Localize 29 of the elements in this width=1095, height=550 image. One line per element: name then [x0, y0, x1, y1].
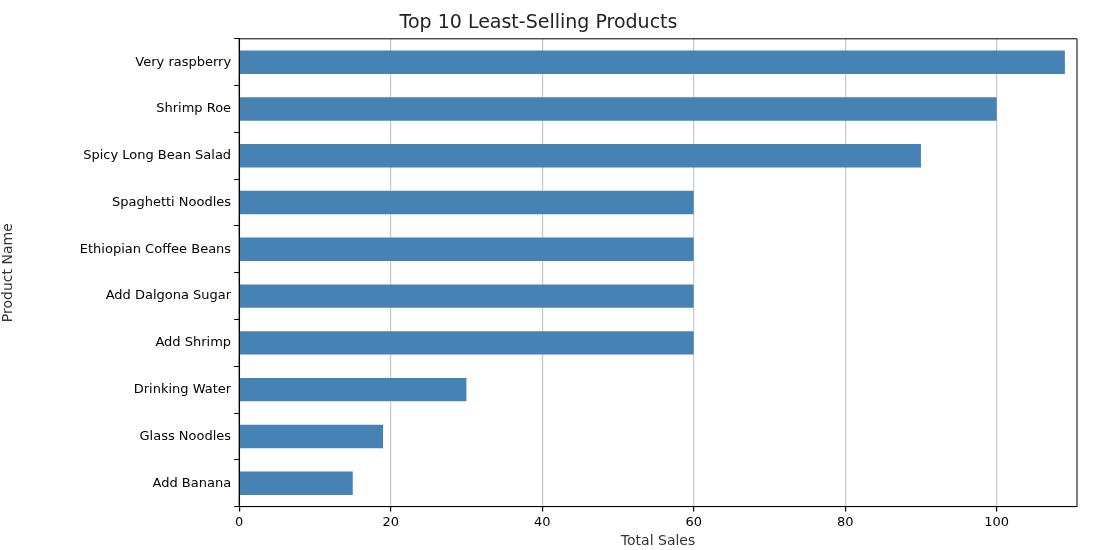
- bar: [239, 377, 467, 402]
- bar: [239, 331, 694, 355]
- bar: [239, 284, 694, 308]
- bar: [239, 471, 353, 495]
- x-tick-label: 60: [685, 513, 702, 529]
- y-tick-label: Shrimp Roe: [156, 100, 232, 116]
- y-tick-label: Glass Noodles: [139, 427, 232, 443]
- y-tick-label: Add Banana: [152, 474, 232, 490]
- y-tick-label: Ethiopian Coffee Beans: [79, 240, 232, 256]
- x-tick-label: 0: [234, 513, 244, 529]
- y-tick-label: Very raspberry: [135, 53, 232, 69]
- bar: [239, 190, 694, 215]
- y-tick-label: Add Dalgona Sugar: [105, 287, 232, 303]
- bar: [239, 144, 921, 168]
- chart-title: Top 10 Least-Selling Products: [398, 10, 678, 33]
- bar: [239, 97, 997, 121]
- y-tick-label: Spaghetti Noodles: [111, 193, 232, 209]
- x-tick-label: 100: [984, 513, 1010, 529]
- y-axis-title: Product Name: [0, 223, 16, 323]
- y-tick-label: Spicy Long Bean Salad: [83, 147, 232, 163]
- y-tick-label: Drinking Water: [133, 381, 232, 397]
- x-tick-label: 80: [836, 513, 854, 529]
- x-tick-label: 40: [533, 513, 551, 529]
- bar: [239, 50, 1065, 74]
- x-tick-label: 20: [382, 513, 399, 529]
- bar: [239, 237, 694, 262]
- bar: [239, 424, 384, 449]
- y-tick-label: Add Shrimp: [155, 334, 232, 350]
- x-axis-title: Total Sales: [619, 532, 696, 549]
